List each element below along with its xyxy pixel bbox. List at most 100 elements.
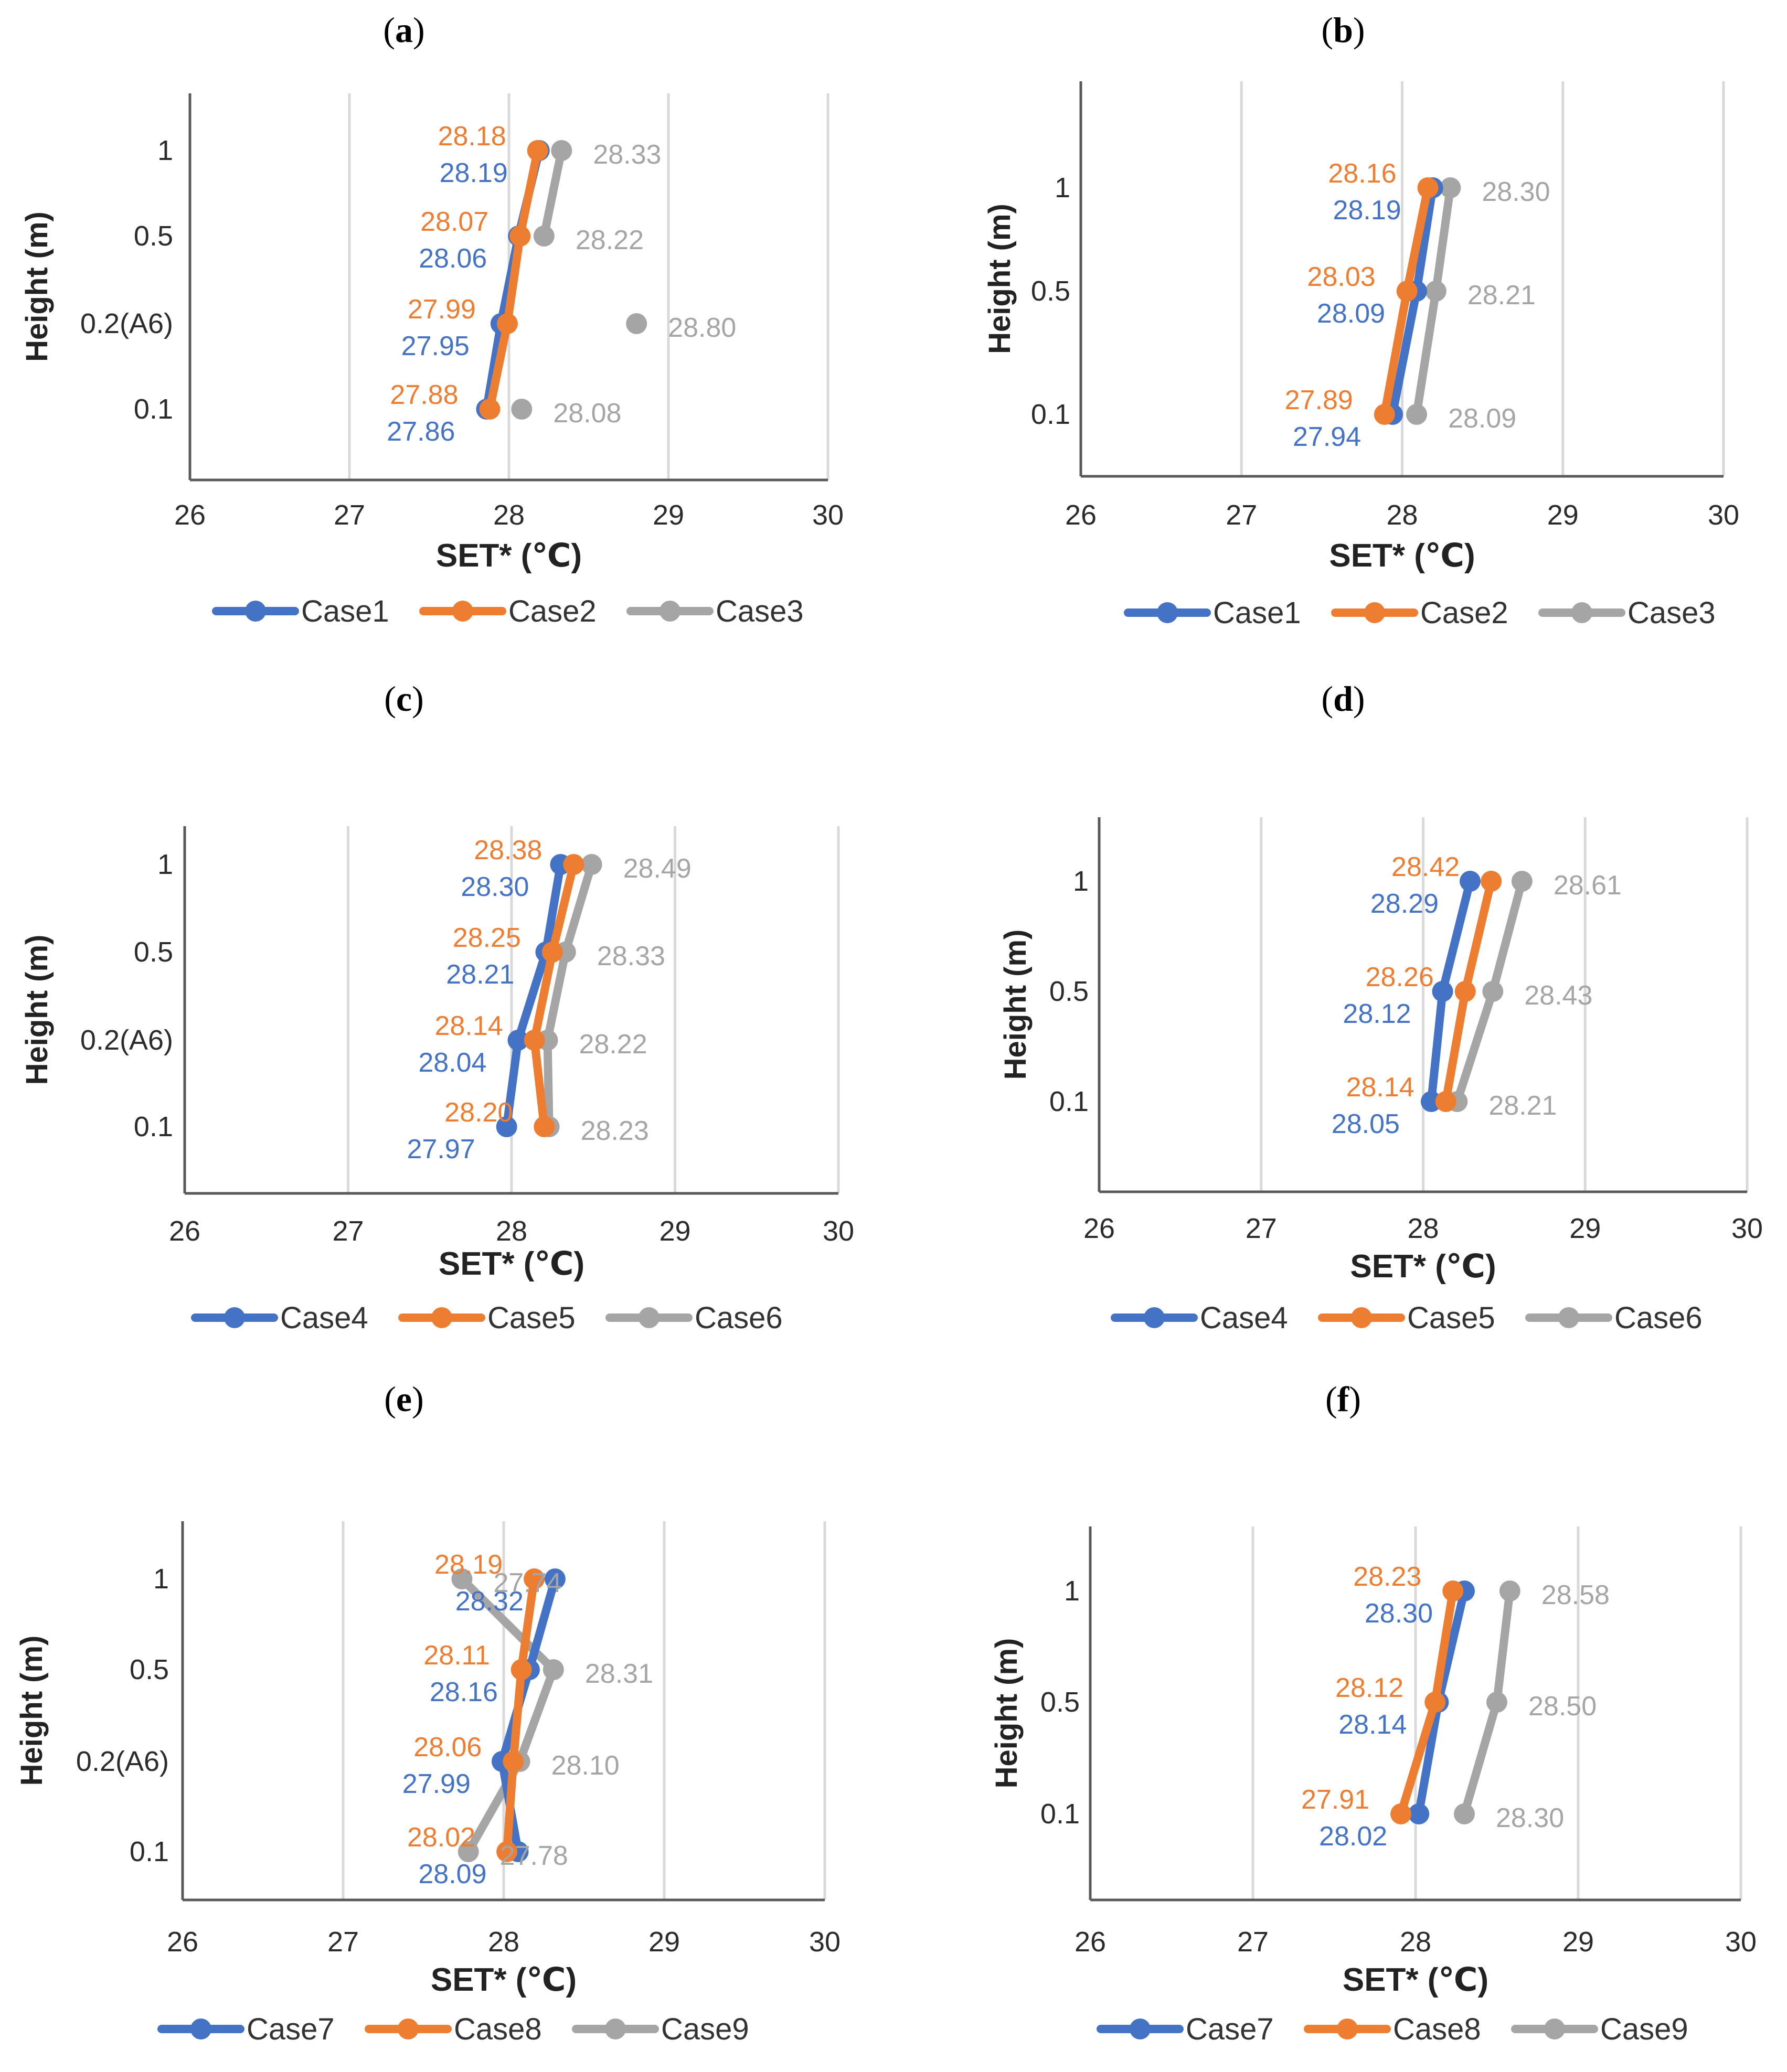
data-point-case3: [626, 313, 647, 334]
series-line-case5: [530, 860, 578, 1131]
panel-label: (c): [384, 679, 424, 719]
panel-label-open: (: [1321, 679, 1333, 719]
x-tick-label: 29: [1562, 1926, 1594, 1958]
y-axis-title: Height (m): [990, 1638, 1024, 1789]
data-point-case4: [507, 1030, 529, 1051]
data-point-case8: [1424, 1692, 1446, 1713]
y-tick-label: 0.5: [134, 936, 173, 968]
y-tick-label: 0.1: [134, 1111, 173, 1142]
data-label: 28.19: [434, 1550, 503, 1580]
legend-marker: [660, 601, 680, 622]
data-point-case4: [496, 1116, 517, 1137]
x-axis-title: SET* (℃): [436, 538, 582, 574]
legend-item: Case6: [1525, 1301, 1703, 1335]
data-point-case7: [544, 1568, 566, 1589]
data-point-case7: [1408, 1803, 1430, 1824]
y-axis-title: Height (m): [998, 930, 1033, 1080]
legend-item: Case1: [212, 594, 389, 628]
legend-item: Case8: [1304, 2012, 1481, 2046]
legend-label: Case5: [487, 1301, 576, 1335]
legend-item: Case4: [191, 1301, 368, 1335]
data-label: 28.33: [597, 941, 665, 971]
legend-item: Case1: [1124, 596, 1301, 630]
y-tick-label: 1: [157, 135, 173, 166]
legend-item: Case8: [365, 2012, 542, 2046]
x-tick-label: 27: [1237, 1926, 1269, 1958]
data-point-case2: [1374, 404, 1395, 425]
data-point-case2: [509, 226, 531, 247]
x-tick-label: 27: [327, 1926, 359, 1958]
data-label: 28.30: [461, 872, 529, 902]
data-label: 28.80: [668, 313, 736, 343]
data-label: 27.95: [401, 331, 470, 361]
data-point-case8: [503, 1751, 524, 1772]
data-label: 27.94: [1293, 422, 1361, 452]
x-tick-label: 30: [809, 1926, 841, 1958]
legend-label: Case1: [1213, 596, 1301, 630]
data-label: 28.07: [420, 207, 488, 237]
data-point-case3: [551, 140, 572, 161]
panel-label: (e): [384, 1379, 424, 1419]
series-line-case8: [503, 1575, 539, 1856]
data-point-case3: [533, 226, 555, 247]
legend-marker: [1157, 602, 1178, 623]
legend-item: Case5: [398, 1301, 576, 1335]
legend-label: Case1: [301, 594, 389, 628]
x-tick-label: 28: [496, 1215, 527, 1247]
legend-label: Case8: [454, 2012, 542, 2046]
data-point-case3: [1440, 177, 1461, 198]
data-point-case9: [1499, 1580, 1520, 1601]
y-axis-title: Height (m): [15, 1636, 49, 1786]
data-label: 28.30: [1482, 177, 1550, 207]
x-tick-label: 30: [1725, 1926, 1757, 1958]
legend-item: Case9: [1511, 2012, 1688, 2046]
chart-panel-b: (b) 26 27 28 29 30 0.1 0.5 1 SET* (℃) Height (m) 27…: [983, 10, 1739, 630]
x-tick-label: 28: [1407, 1213, 1439, 1244]
legend-item: Case7: [157, 2012, 335, 2046]
x-axis-title: SET* (℃): [1329, 538, 1475, 574]
data-point-case8: [1442, 1580, 1464, 1601]
data-point-case4: [1420, 1091, 1442, 1112]
panel-label-letter: b: [1333, 10, 1353, 50]
legend-label: Case4: [280, 1301, 368, 1335]
panel-label: (d): [1321, 679, 1365, 719]
legend-label: Case2: [1420, 596, 1508, 630]
legend-item: Case7: [1097, 2012, 1274, 2046]
legend-item: Case2: [1331, 596, 1508, 630]
data-label: 28.16: [430, 1677, 498, 1707]
data-label: 28.06: [419, 243, 487, 274]
data-point-case8: [510, 1659, 532, 1680]
chart-panel-f: (f) 26 27 28 29 30 0.1 0.5 1 SET* (℃) Height (m) 28…: [990, 1379, 1757, 2046]
data-label: 28.29: [1370, 889, 1439, 919]
data-label: 28.14: [1346, 1072, 1414, 1103]
x-axis-title: SET* (℃): [439, 1246, 584, 1282]
x-axis-title: SET* (℃): [1343, 1962, 1488, 1998]
y-tick-label: 0.1: [134, 393, 173, 425]
data-label: 28.19: [440, 158, 508, 188]
data-label: 28.21: [1488, 1091, 1557, 1121]
panel-label-close: ): [1353, 679, 1365, 719]
data-label: 28.14: [1338, 1710, 1407, 1740]
legend-label: Case6: [1614, 1301, 1703, 1335]
x-tick-label: 30: [823, 1215, 854, 1247]
y-axis-title: Height (m): [983, 204, 1017, 354]
legend-marker: [245, 601, 266, 622]
data-label: 28.12: [1335, 1673, 1403, 1703]
legend-label: Case7: [1186, 2012, 1274, 2046]
data-label: 27.88: [390, 380, 458, 410]
series-line-case4: [502, 860, 565, 1131]
data-label: 28.31: [585, 1659, 653, 1689]
y-tick-label: 0.2(A6): [76, 1746, 169, 1777]
data-label: 28.33: [593, 140, 661, 170]
panel-label-open: (: [384, 679, 396, 719]
data-label: 28.02: [407, 1822, 475, 1853]
series-line-case6: [543, 860, 596, 1131]
data-point-case9: [458, 1841, 479, 1862]
y-tick-label: 0.2(A6): [80, 1024, 173, 1056]
legend-label: Case8: [1393, 2012, 1481, 2046]
data-label: 28.20: [444, 1097, 513, 1128]
x-tick-label: 27: [334, 499, 365, 531]
data-label: 28.43: [1524, 980, 1592, 1011]
y-tick-label: 0.5: [134, 220, 173, 252]
